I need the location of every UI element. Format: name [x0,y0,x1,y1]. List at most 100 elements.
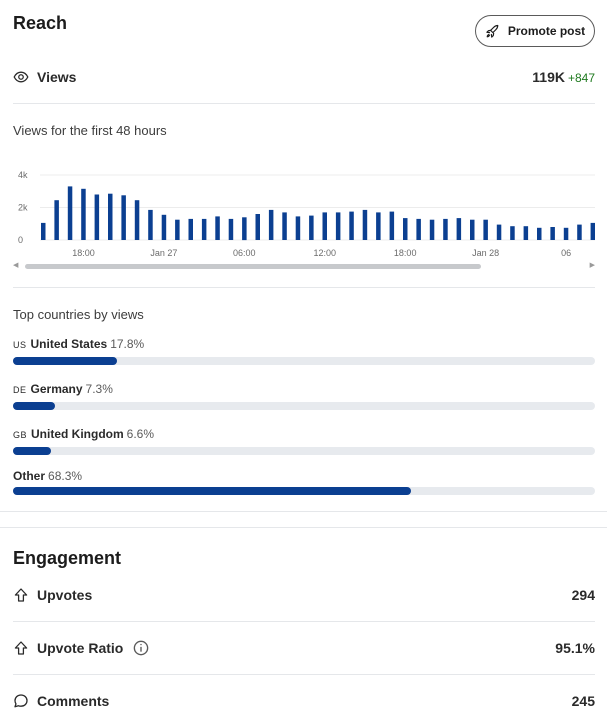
country-pct: 6.6% [126,427,155,441]
upvotes-label: Upvotes [37,587,93,603]
comments-value: 245 [571,693,595,709]
chart-bar [403,218,408,240]
country-name: United Kingdom [31,427,124,441]
country-pct: 7.3% [85,382,113,396]
chart-bar [282,212,287,240]
country-bar-fill [13,357,117,365]
chart-bar [389,211,395,240]
chart-bar [175,219,180,240]
y-tick-label: 0 [18,235,23,245]
chart-bar [255,214,260,240]
divider [13,287,595,288]
chart-bar [268,209,274,240]
chart-subtitle: Views for the first 48 hours [13,123,167,138]
chart-bar [322,212,327,240]
upvote-ratio-row: Upvote Ratio 95.1% [13,639,595,657]
country-code: US [13,340,27,350]
reach-title: Reach [13,13,68,33]
chart-bar [335,212,341,240]
chart-bar [148,209,153,240]
chart-bar [201,218,207,240]
chart-bar [577,224,582,240]
chart-bar [416,218,421,240]
divider [13,103,595,104]
chart-bar [429,219,435,240]
chart-bar [590,222,595,240]
chart-bar [376,212,381,240]
engagement-title: Engagement [13,548,122,568]
chart-scroll-thumb[interactable] [25,264,481,269]
chart-bar [483,219,488,240]
country-bar-fill [13,402,56,410]
promote-post-label: Promote post [507,24,586,38]
upvotes-value: 294 [571,587,595,603]
chart-bar [228,218,234,240]
scroll-right-arrow-icon[interactable]: ▶ [589,262,595,269]
country-bar-track [13,447,595,455]
chart-bar [295,216,301,240]
comments-label: Comments [37,693,110,709]
x-tick-label: 18:00 [394,248,417,258]
chart-bar [188,218,193,240]
country-bar-fill [13,447,52,455]
chart-bar [349,211,354,240]
divider [13,621,595,622]
chart-bar [81,188,86,240]
chart-bar [537,227,542,240]
chart-bar [563,227,569,240]
views-delta: +847 [567,71,595,85]
country-bar-track [13,487,595,495]
section-divider [0,527,607,528]
country-row-de: DE Germany 7.3% [13,382,595,410]
country-name: United States [30,337,108,351]
country-name: Germany [30,382,83,396]
upvote-arrow-icon [14,641,28,655]
chart-scrollbar[interactable]: ◀ ▶ [13,262,595,270]
country-name: Other [13,469,46,483]
promote-post-button[interactable]: Promote post [475,15,595,47]
chart-bar [94,194,100,240]
x-tick-label: 06 [561,248,571,258]
x-tick-label: 06:00 [233,248,256,258]
upvotes-row: Upvotes 294 [13,586,595,604]
chart-bar [161,214,167,240]
chart-bar [510,226,515,240]
y-tick-label: 4k [18,170,28,180]
chart-bar [496,224,502,240]
country-code: GB [13,430,28,440]
countries-title: Top countries by views [13,307,144,322]
chart-bar [523,226,529,240]
chart-bar [134,200,140,240]
chart-bar [242,217,247,241]
country-bar-fill [13,487,411,495]
upvote-arrow-icon [14,588,28,602]
chart-bar [121,195,126,240]
country-row-us: US United States 17.8% [13,337,595,365]
country-bar-track [13,357,595,365]
chart-bar [67,186,73,240]
comments-row: Comments 245 [13,692,595,710]
upvote-ratio-label: Upvote Ratio [37,640,124,656]
chart-bar [443,218,448,240]
country-code: DE [13,385,27,395]
x-tick-label: 18:00 [72,248,95,258]
eye-icon [13,71,29,83]
country-pct: 68.3% [48,469,83,483]
divider [13,674,595,675]
info-icon[interactable] [133,640,149,656]
chart-bar [54,200,59,240]
country-row-gb: GB United Kingdom 6.6% [13,427,595,455]
x-tick-label: Jan 27 [150,248,177,258]
scroll-left-arrow-icon[interactable]: ◀ [13,262,19,269]
comment-bubble-icon [14,694,28,708]
country-bar-track [13,402,595,410]
upvote-ratio-value: 95.1% [555,640,595,656]
chart-bar [456,218,462,240]
views-value: 119K [532,69,565,85]
chart-bar [470,219,475,240]
chart-bar [108,193,113,240]
chart-bar [215,216,220,240]
country-row-other: Other 68.3% [13,469,595,495]
section-divider [0,511,607,512]
rocket-icon [486,24,499,38]
